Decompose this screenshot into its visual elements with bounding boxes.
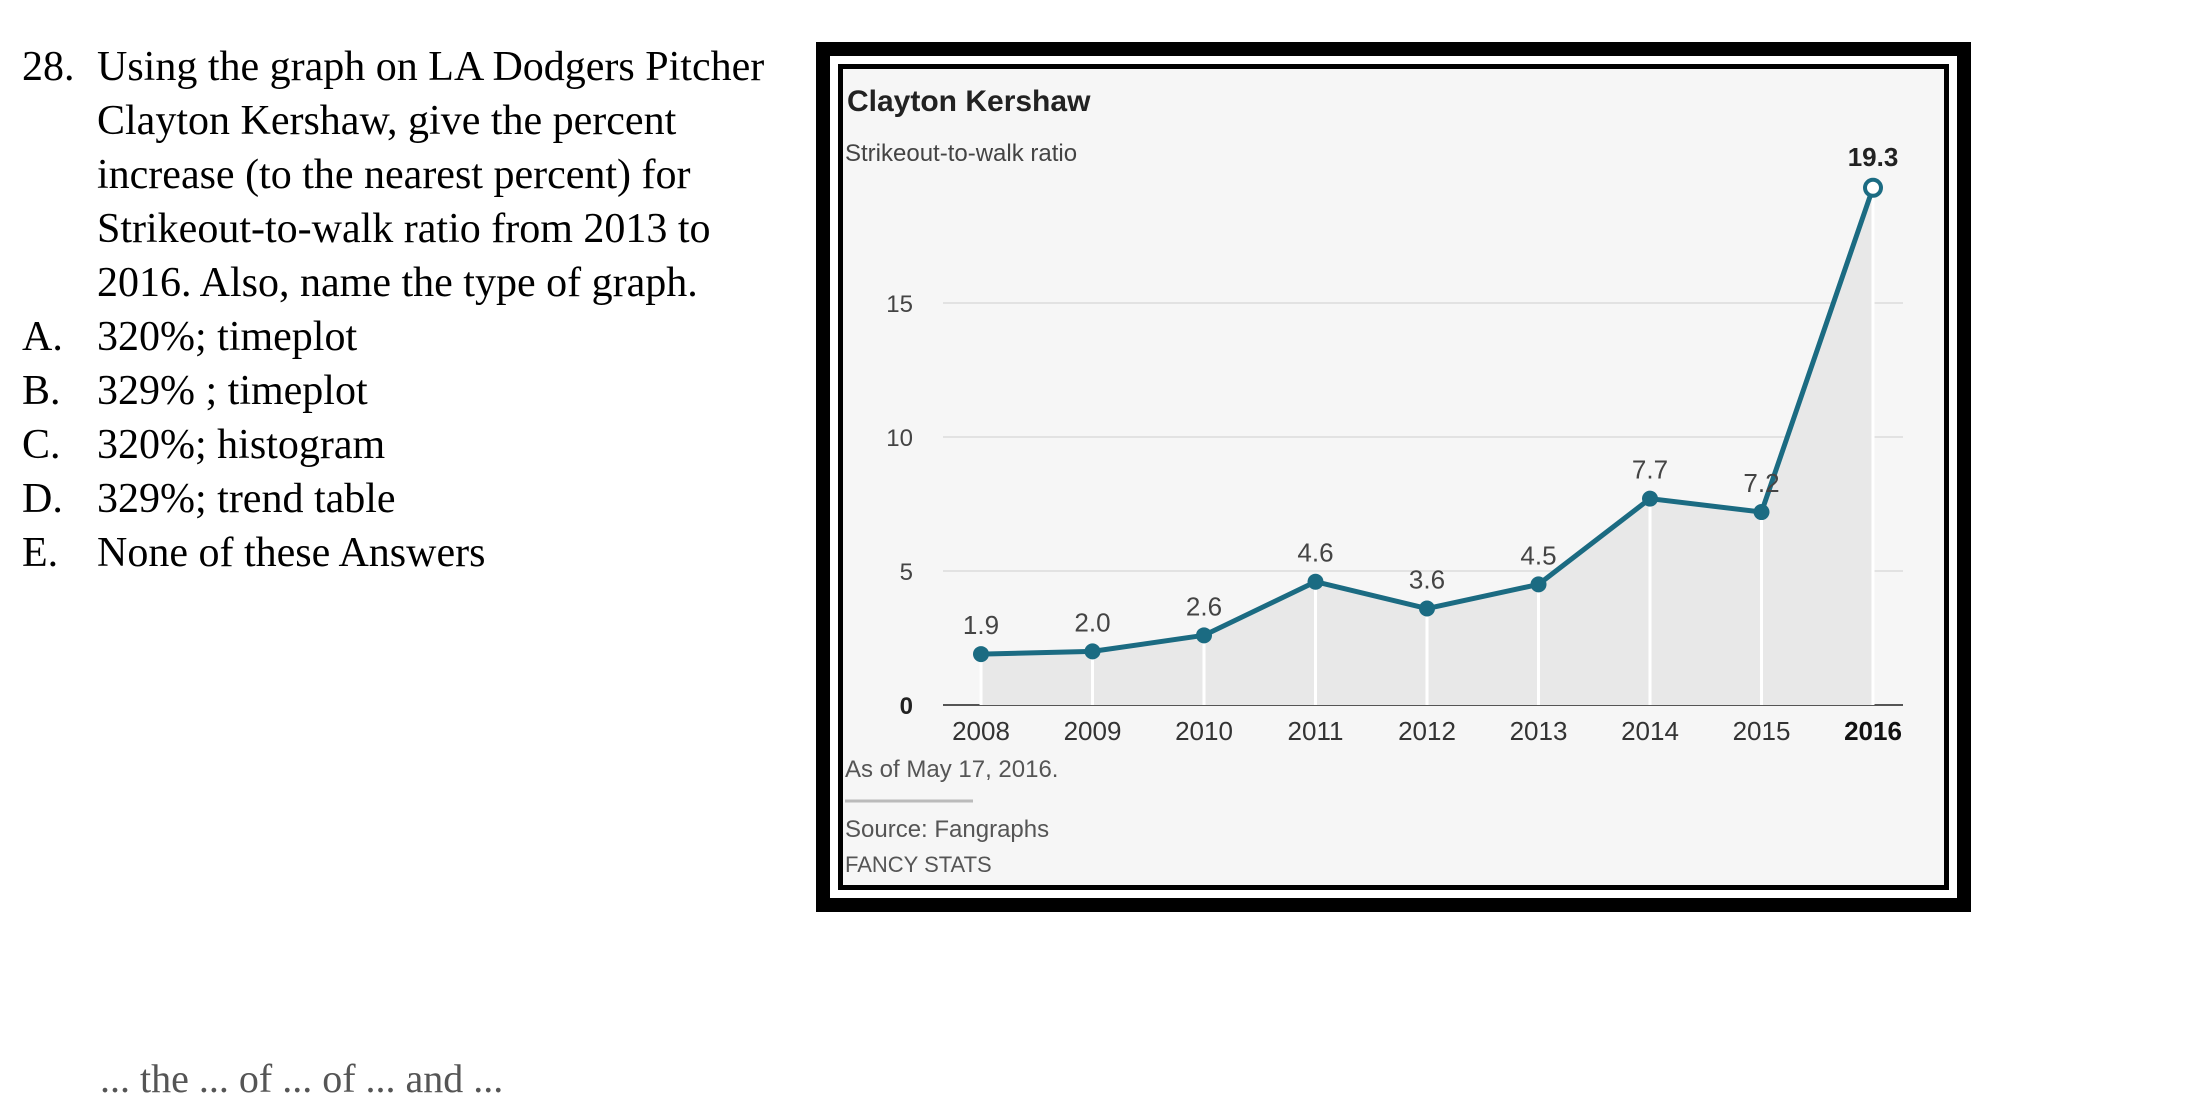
- data-point: [973, 646, 989, 663]
- chart-frame: Clayton Kershaw Strikeout-to-walk ratio …: [816, 42, 1971, 912]
- answer-choice: B. 329% ; timeplot: [22, 364, 782, 418]
- choice-text: 329%; trend table: [97, 476, 396, 522]
- data-point: [1863, 177, 1883, 198]
- data-point: [1753, 504, 1770, 521]
- x-tick-label: 2009: [1064, 716, 1122, 746]
- chart-source: Source: Fangraphs: [845, 816, 1049, 843]
- strikeout-walk-chart: Clayton Kershaw Strikeout-to-walk ratio …: [845, 85, 1903, 877]
- choice-text: 320%; timeplot: [97, 314, 358, 360]
- data-points: [973, 177, 1883, 663]
- chart-subtitle: Strikeout-to-walk ratio: [845, 140, 1077, 167]
- answer-choice: C. 320%; histogram: [22, 418, 782, 472]
- data-label: 2.0: [1074, 607, 1110, 637]
- x-tick-label: 2008: [952, 716, 1010, 746]
- answer-choice: A. 320%; timeplot: [22, 310, 782, 364]
- data-point: [1196, 627, 1212, 644]
- x-tick-label: 2015: [1733, 716, 1791, 746]
- data-point: [1084, 643, 1101, 660]
- x-axis-ticks: 2008 2009 2010 2011 2012 2013 2014 2015 2016: [952, 716, 1902, 746]
- area-fill: [979, 187, 1875, 705]
- data-point: [1419, 600, 1435, 617]
- footer-fragment: ... the ... of ... of ... and ...: [100, 1056, 504, 1101]
- choice-letter: E.: [22, 530, 59, 576]
- question-stem: 28. Using the graph on LA Dodgers Pitche…: [22, 40, 782, 310]
- choice-letter: D.: [22, 476, 63, 522]
- chart-note: As of May 17, 2016.: [845, 756, 1058, 783]
- question-text: Using the graph on LA Dodgers Pitcher Cl…: [97, 44, 765, 306]
- question-number: 28.: [22, 44, 75, 90]
- data-point: [1530, 576, 1547, 593]
- data-label: 1.9: [963, 610, 999, 640]
- y-tick-label: 10: [886, 425, 913, 452]
- choice-text: None of these Answers: [97, 530, 486, 576]
- chart-panel: Clayton Kershaw Strikeout-to-walk ratio …: [838, 64, 1949, 890]
- choice-letter: B.: [22, 368, 61, 414]
- y-tick-label: 5: [900, 559, 913, 586]
- x-tick-label: 2012: [1398, 716, 1456, 746]
- question-block: 28. Using the graph on LA Dodgers Pitche…: [22, 40, 782, 580]
- x-tick-label: 2011: [1288, 716, 1344, 746]
- x-tick-label: 2016: [1844, 716, 1902, 746]
- choice-letter: A.: [22, 314, 63, 360]
- data-point: [1642, 490, 1658, 507]
- x-tick-label: 2010: [1175, 716, 1233, 746]
- answer-choice: D. 329%; trend table: [22, 472, 782, 526]
- data-labels: 1.9 2.0 2.6 4.6 3.6 4.5 7.7 7.2 19.3: [963, 142, 1898, 640]
- x-tick-label: 2014: [1621, 716, 1679, 746]
- data-label: 7.2: [1743, 468, 1779, 498]
- data-label: 4.6: [1297, 538, 1333, 568]
- y-tick-label: 15: [886, 291, 913, 318]
- y-tick-label: 0: [900, 693, 913, 720]
- answer-choice: E. None of these Answers: [22, 526, 782, 580]
- data-label: 2.6: [1186, 591, 1222, 621]
- data-label: 4.5: [1520, 540, 1556, 570]
- choice-text: 320%; histogram: [97, 422, 386, 468]
- y-axis-ticks: 0 5 10 15: [886, 291, 913, 720]
- x-tick-label: 2013: [1510, 716, 1568, 746]
- chart-border: Clayton Kershaw Strikeout-to-walk ratio …: [830, 56, 1957, 898]
- answer-choices: A. 320%; timeplot B. 329% ; timeplot C. 320%;…: [22, 310, 782, 580]
- chart-credit: FANCY STATS: [845, 852, 992, 877]
- chart-title: Clayton Kershaw: [847, 85, 1091, 118]
- data-point: [1307, 573, 1324, 590]
- data-label: 19.3: [1848, 142, 1899, 172]
- data-label: 7.7: [1632, 455, 1668, 485]
- choice-letter: C.: [22, 422, 61, 468]
- data-label: 3.6: [1409, 565, 1445, 595]
- choice-text: 329% ; timeplot: [97, 368, 368, 414]
